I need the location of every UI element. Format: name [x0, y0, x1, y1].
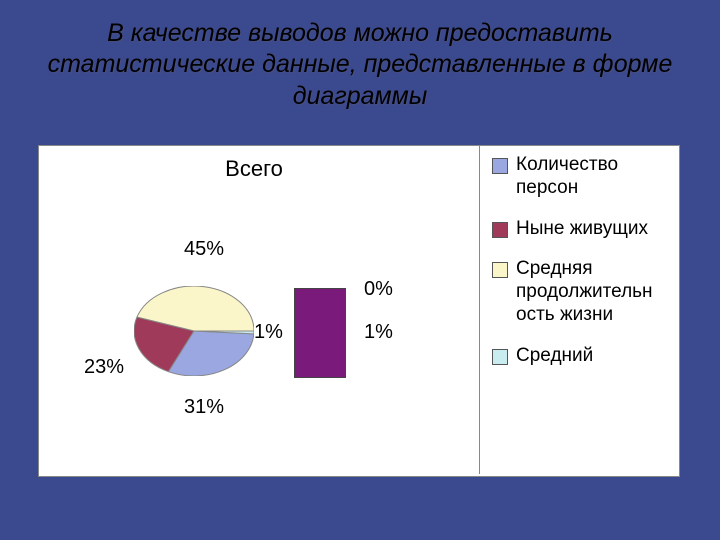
pct-label-1: 1%: [254, 321, 283, 344]
legend-item: Ныне живущих: [492, 218, 669, 241]
legend-label: Средняя продолжительн ость жизни: [516, 258, 669, 326]
chart-title: Всего: [39, 156, 469, 182]
slide: В качестве выводов можно предоставить ст…: [0, 0, 720, 540]
plot-area: 45% 23% 31% 1% 0% 1%: [39, 196, 469, 466]
legend-swatch: [492, 158, 508, 174]
legend-label: Количество персон: [516, 154, 669, 200]
pie-chart: [134, 286, 254, 376]
pct-label-45: 45%: [184, 238, 224, 261]
chart-container: Всего 45% 23%: [38, 145, 680, 477]
pct-label-23: 23%: [84, 356, 124, 379]
legend-item: Средний: [492, 345, 669, 368]
slide-heading: В качестве выводов можно предоставить ст…: [0, 0, 720, 112]
legend-swatch: [492, 262, 508, 278]
bar-label-0: 0%: [364, 278, 393, 301]
pct-label-31: 31%: [184, 396, 224, 419]
bar-segment: [294, 288, 346, 378]
legend: Количество персон Ныне живущих Средняя п…: [479, 146, 679, 474]
legend-label: Средний: [516, 345, 593, 368]
bar-label-1: 1%: [364, 321, 393, 344]
legend-swatch: [492, 222, 508, 238]
legend-item: Количество персон: [492, 154, 669, 200]
legend-item: Средняя продолжительн ость жизни: [492, 258, 669, 326]
legend-label: Ныне живущих: [516, 218, 648, 241]
legend-swatch: [492, 349, 508, 365]
